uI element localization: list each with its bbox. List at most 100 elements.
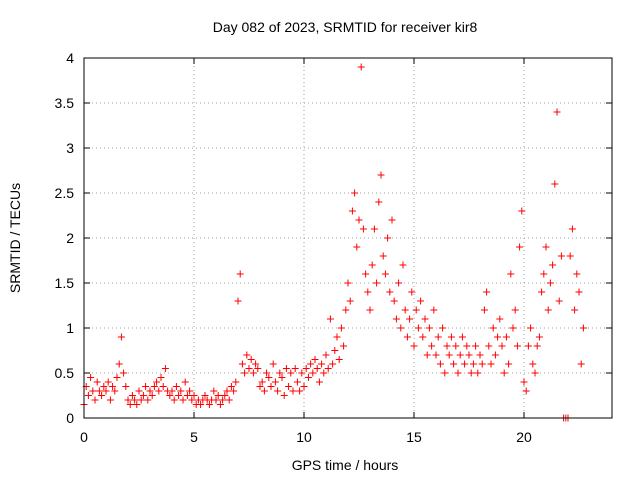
data-point	[553, 108, 561, 116]
data-point	[282, 365, 290, 372]
data-point	[463, 342, 471, 350]
data-point	[496, 315, 504, 323]
data-point	[509, 324, 517, 332]
data-point	[388, 216, 396, 224]
data-point	[267, 383, 275, 390]
data-point	[205, 401, 213, 408]
data-point	[474, 369, 482, 377]
data-point	[329, 360, 337, 368]
data-point	[304, 374, 312, 381]
data-point	[538, 288, 546, 296]
data-point	[520, 378, 528, 386]
data-point	[571, 306, 579, 314]
data-point	[148, 392, 156, 399]
data-point	[115, 360, 123, 368]
y-tick-label: 2.5	[55, 185, 75, 201]
y-tick-label: 4	[66, 50, 74, 66]
data-point	[104, 378, 112, 386]
data-point	[227, 383, 235, 390]
data-point	[472, 342, 480, 350]
data-point	[144, 396, 152, 404]
data-point	[318, 360, 326, 368]
data-point	[355, 216, 363, 224]
data-point	[249, 369, 257, 377]
data-point	[170, 396, 178, 404]
data-point	[542, 243, 550, 251]
data-point	[573, 270, 581, 278]
data-point	[417, 297, 425, 305]
data-point	[168, 387, 176, 395]
data-point	[439, 324, 447, 332]
data-point	[533, 342, 541, 350]
data-point	[234, 297, 242, 305]
data-point	[179, 396, 187, 404]
data-point	[480, 306, 488, 314]
data-point	[188, 396, 196, 404]
data-point	[540, 270, 548, 278]
data-point	[109, 383, 117, 390]
data-point	[384, 234, 392, 242]
data-point	[87, 374, 95, 381]
data-point	[414, 324, 422, 332]
data-point	[254, 365, 262, 372]
data-point	[364, 288, 372, 296]
data-point	[487, 360, 495, 368]
data-point	[135, 387, 143, 395]
data-point	[412, 306, 420, 314]
x-tick-label: 15	[406, 429, 422, 445]
data-point	[269, 360, 277, 368]
data-point	[166, 392, 174, 399]
data-point	[245, 365, 253, 372]
data-point	[467, 369, 475, 377]
data-point	[219, 396, 227, 404]
data-point	[214, 392, 222, 399]
y-tick-label: 1.5	[55, 275, 75, 291]
data-point	[320, 369, 328, 377]
data-point	[137, 396, 145, 404]
data-point	[126, 401, 134, 408]
chart-title: Day 082 of 2023, SRMTID for receiver kir…	[213, 19, 478, 35]
data-point	[300, 383, 308, 390]
data-point	[289, 387, 297, 395]
data-point	[260, 387, 268, 395]
data-point	[221, 392, 229, 399]
data-point	[84, 392, 92, 399]
data-point	[157, 374, 165, 381]
x-tick-label: 20	[516, 429, 532, 445]
x-tick-label: 0	[80, 429, 88, 445]
data-point	[443, 342, 451, 350]
data-point	[408, 288, 416, 296]
data-point	[489, 324, 497, 332]
data-point	[531, 369, 539, 377]
data-point	[131, 396, 139, 404]
data-point	[142, 383, 150, 390]
data-point	[555, 297, 563, 305]
data-point	[95, 387, 103, 395]
data-point	[93, 378, 101, 386]
data-point	[527, 324, 535, 332]
data-point	[403, 333, 411, 341]
data-point	[419, 333, 427, 341]
data-point	[111, 387, 119, 395]
data-point	[483, 288, 491, 296]
data-point	[291, 365, 299, 372]
data-point	[399, 261, 407, 269]
data-point	[401, 306, 409, 314]
data-point	[278, 374, 286, 381]
data-point	[247, 356, 255, 363]
data-point	[302, 365, 310, 372]
data-point	[518, 207, 526, 215]
data-point	[293, 378, 301, 386]
data-point	[274, 387, 282, 395]
data-point	[296, 387, 304, 395]
data-point	[447, 333, 455, 341]
x-tick-label: 10	[296, 429, 312, 445]
data-point	[397, 324, 405, 332]
data-point	[579, 324, 587, 332]
data-point	[133, 401, 141, 408]
data-point	[359, 225, 367, 233]
data-point	[577, 360, 585, 368]
data-point	[197, 401, 205, 408]
data-point	[377, 171, 385, 179]
